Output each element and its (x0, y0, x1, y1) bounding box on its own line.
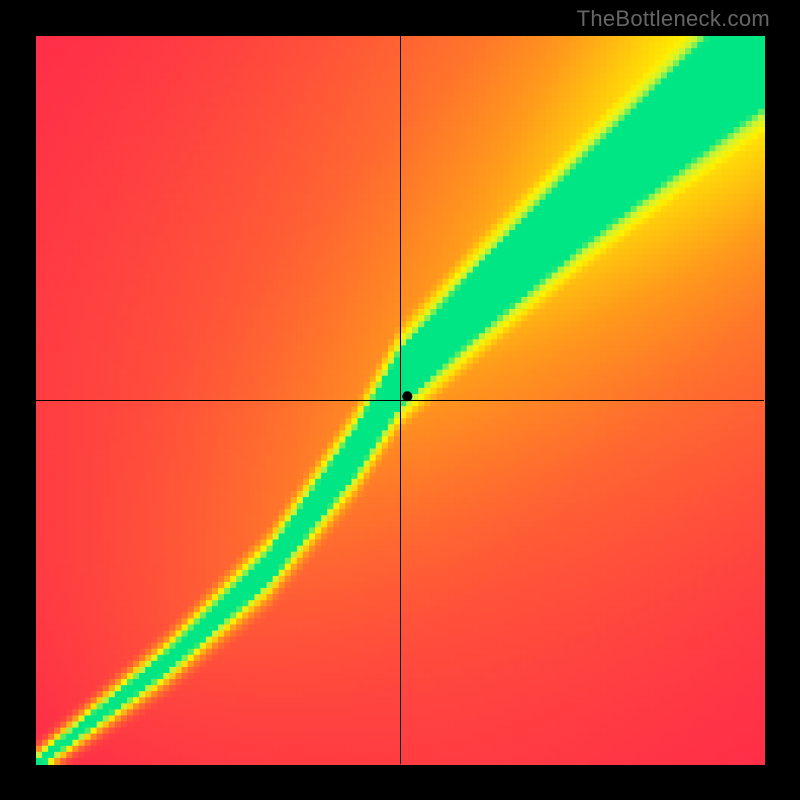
chart-frame: TheBottleneck.com (0, 0, 800, 800)
bottleneck-heatmap (0, 0, 800, 800)
watermark-text: TheBottleneck.com (577, 6, 770, 32)
